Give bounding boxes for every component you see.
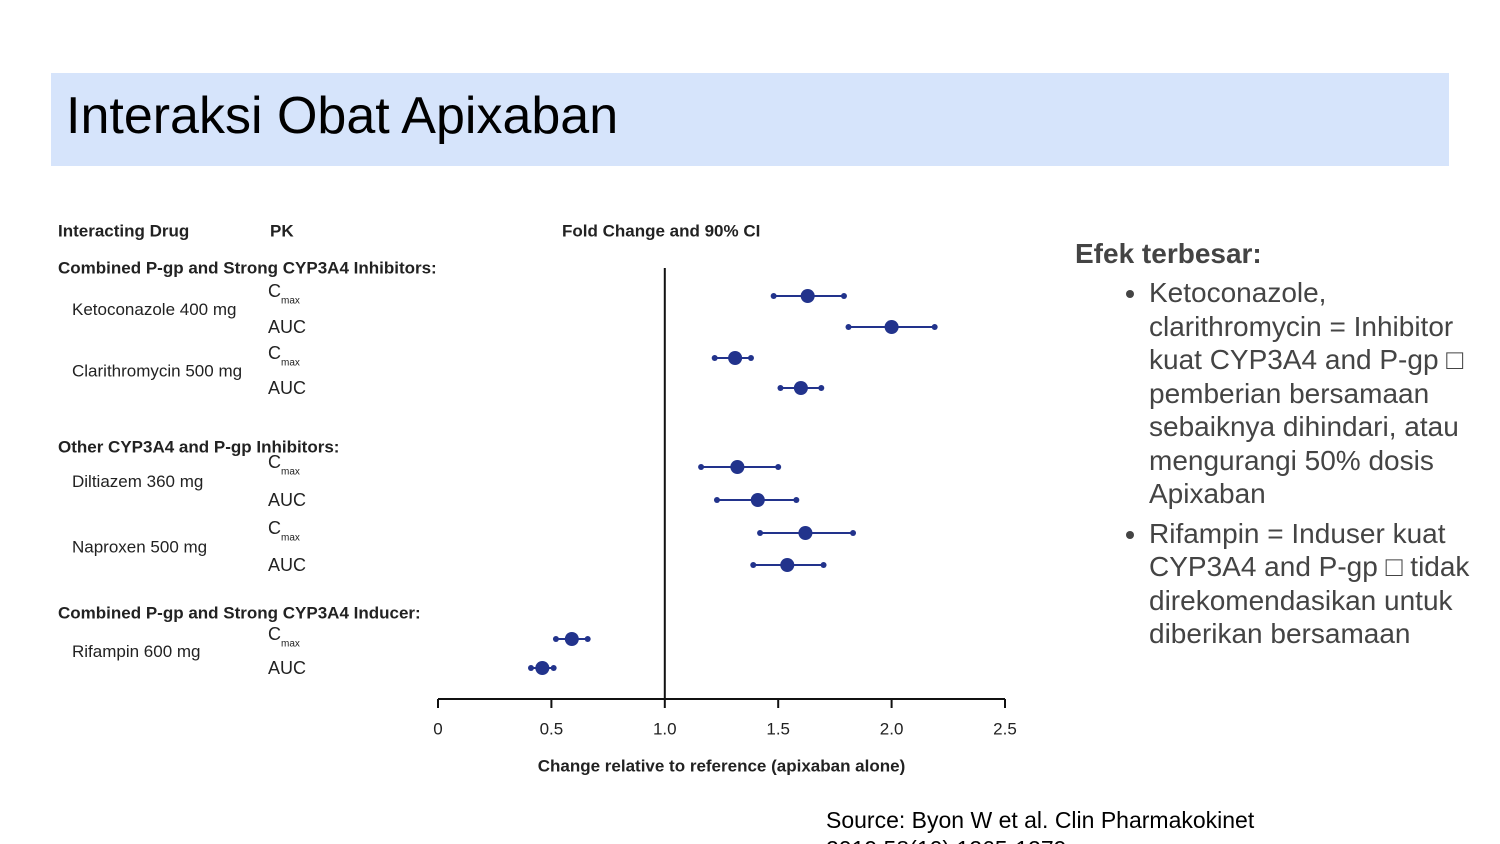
side-heading: Efek terbesar: xyxy=(1075,238,1262,269)
pk-subscript: max xyxy=(281,639,300,650)
pk-subscript: max xyxy=(281,533,300,544)
ci-lower xyxy=(777,385,784,391)
drug-name: Rifampin 600 mg xyxy=(72,642,201,661)
bullet: Rifampin = Induser kuat CYP3A4 and P-gp … xyxy=(1149,517,1475,651)
ci-lower xyxy=(698,464,705,470)
pk-label: AUC xyxy=(268,317,306,337)
ci-upper xyxy=(931,324,938,330)
pk-label: AUC xyxy=(268,555,306,575)
x-tick-label: 1.0 xyxy=(653,719,677,738)
point-estimate xyxy=(793,381,808,395)
point-estimate xyxy=(535,661,550,675)
pk-subscript: max xyxy=(281,296,300,307)
x-tick-label: 2.0 xyxy=(880,719,904,738)
x-tick-label: 0 xyxy=(433,719,442,738)
drug-name: Diltiazem 360 mg xyxy=(72,472,203,491)
ci-lower xyxy=(711,355,718,361)
ci-lower xyxy=(770,293,777,299)
point-estimate xyxy=(884,320,899,334)
title-band xyxy=(51,73,1449,166)
point-estimate xyxy=(780,558,795,572)
ci-lower xyxy=(527,665,534,671)
ci-lower xyxy=(750,562,757,568)
bullet-list: Ketoconazole, clarithromycin = Inhibitor… xyxy=(1075,276,1475,651)
x-tick-label: 1.5 xyxy=(766,719,790,738)
ci-upper xyxy=(820,562,827,568)
column-header: Fold Change and 90% CI xyxy=(562,221,760,240)
ci-upper xyxy=(850,530,857,536)
pk-label: C xyxy=(268,281,281,301)
x-tick-label: 0.5 xyxy=(540,719,564,738)
point-estimate xyxy=(564,632,579,646)
ci-upper xyxy=(584,636,591,642)
point-estimate xyxy=(730,460,745,474)
pk-label: C xyxy=(268,343,281,363)
ci-lower xyxy=(845,324,852,330)
point-estimate xyxy=(798,526,813,540)
ci-lower xyxy=(552,636,559,642)
group-header: Other CYP3A4 and P-gp Inhibitors: xyxy=(58,437,339,456)
x-axis-label: Change relative to reference (apixaban a… xyxy=(538,756,906,775)
pk-label: AUC xyxy=(268,658,306,678)
ci-upper xyxy=(775,464,782,470)
ci-lower xyxy=(757,530,764,536)
ci-upper xyxy=(793,497,800,503)
pk-label: C xyxy=(268,624,281,644)
drug-name: Ketoconazole 400 mg xyxy=(72,300,236,319)
x-tick-label: 2.5 xyxy=(993,719,1017,738)
point-estimate xyxy=(750,493,765,507)
slide-title: Interaksi Obat Apixaban xyxy=(66,87,619,145)
pk-label: C xyxy=(268,452,281,472)
pk-label: AUC xyxy=(268,378,306,398)
pk-subscript: max xyxy=(281,467,300,478)
pk-label: C xyxy=(268,518,281,538)
pk-subscript: max xyxy=(281,358,300,369)
ci-upper xyxy=(550,665,557,671)
column-header: Interacting Drug xyxy=(58,221,189,240)
ci-upper xyxy=(840,293,847,299)
group-header: Combined P-gp and Strong CYP3A4 Inducer: xyxy=(58,603,421,622)
source: Source: Byon W et al. Clin Pharmakokinet… xyxy=(826,807,1255,844)
ci-upper xyxy=(747,355,754,361)
ci-lower xyxy=(713,497,720,503)
pk-label: AUC xyxy=(268,490,306,510)
drug-name: Clarithromycin 500 mg xyxy=(72,361,242,380)
point-estimate xyxy=(800,289,815,303)
column-header: PK xyxy=(270,221,294,240)
group-header: Combined P-gp and Strong CYP3A4 Inhibito… xyxy=(58,258,437,277)
bullet: Ketoconazole, clarithromycin = Inhibitor… xyxy=(1149,276,1475,511)
ci-upper xyxy=(818,385,825,391)
side-panel: Efek terbesar: Ketoconazole, clarithromy… xyxy=(1075,238,1475,657)
drug-name: Naproxen 500 mg xyxy=(72,537,207,556)
point-estimate xyxy=(728,351,743,365)
